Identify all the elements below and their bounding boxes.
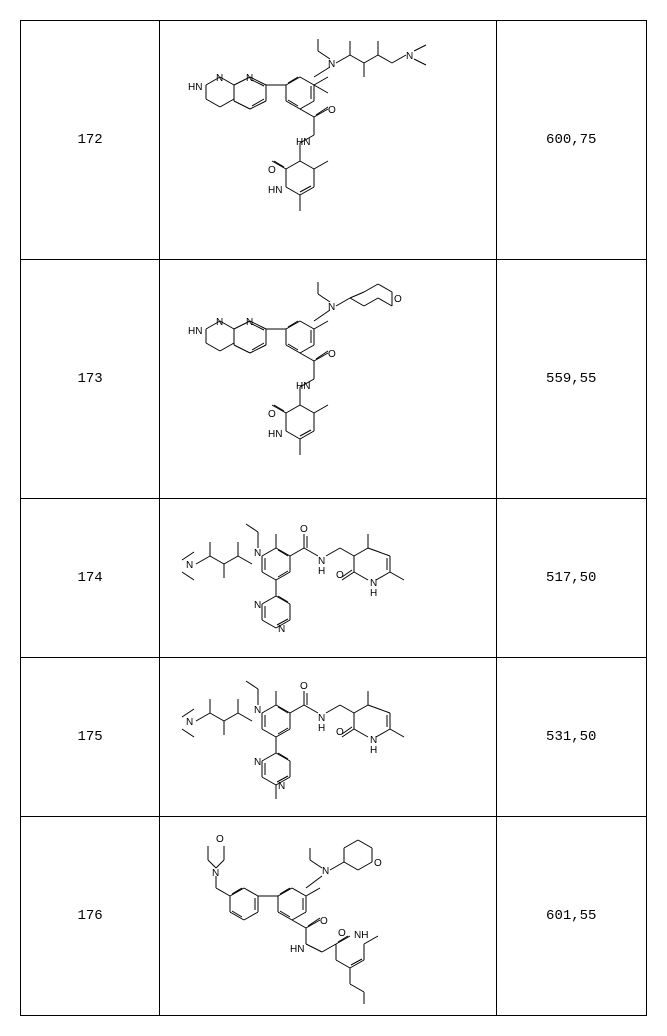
- svg-text:N: N: [186, 717, 193, 728]
- svg-text:N: N: [246, 73, 253, 84]
- svg-text:O: O: [328, 105, 336, 116]
- svg-text:N: N: [216, 317, 223, 328]
- svg-text:N: N: [186, 560, 193, 571]
- svg-text:H: H: [370, 745, 377, 756]
- compound-value: 600,75: [496, 21, 646, 260]
- svg-text:O: O: [374, 858, 382, 869]
- table-row: 173 HN N N: [21, 260, 647, 499]
- svg-text:H: H: [318, 566, 325, 577]
- molecule-icon: N N: [178, 508, 478, 648]
- compound-id: 172: [21, 21, 160, 260]
- svg-text:HN: HN: [268, 429, 282, 440]
- svg-text:O: O: [394, 294, 402, 305]
- svg-text:H: H: [318, 723, 325, 734]
- svg-text:HN: HN: [188, 82, 202, 93]
- svg-text:HN: HN: [290, 944, 304, 955]
- compound-id: 176: [21, 817, 160, 1016]
- svg-text:O: O: [216, 834, 224, 845]
- svg-text:N: N: [254, 600, 261, 611]
- svg-text:O: O: [300, 681, 308, 692]
- compound-value: 559,55: [496, 260, 646, 499]
- svg-text:N: N: [328, 59, 335, 70]
- svg-text:N: N: [246, 317, 253, 328]
- molecule-icon: HN N N: [178, 274, 478, 484]
- table-row: 174 N N: [21, 499, 647, 658]
- structure-cell: HN N N: [160, 260, 496, 499]
- structure-cell: O N: [160, 817, 496, 1016]
- svg-text:N: N: [254, 757, 261, 768]
- compound-id: 174: [21, 499, 160, 658]
- svg-text:N: N: [328, 302, 335, 313]
- table-row: 176 O N: [21, 817, 647, 1016]
- compound-value: 601,55: [496, 817, 646, 1016]
- svg-text:O: O: [328, 349, 336, 360]
- svg-text:N: N: [254, 705, 261, 716]
- compound-value: 531,50: [496, 658, 646, 817]
- svg-text:O: O: [320, 916, 328, 927]
- molecule-icon: HN N N: [178, 35, 478, 245]
- compound-table: 172 HN N N: [20, 20, 647, 1016]
- svg-text:NH: NH: [354, 930, 368, 941]
- molecule-icon: N N: [178, 667, 478, 807]
- table-body: 172 HN N N: [21, 21, 647, 1016]
- table-row: 172 HN N N: [21, 21, 647, 260]
- compound-id: 175: [21, 658, 160, 817]
- svg-text:O: O: [300, 524, 308, 535]
- structure-cell: HN N N: [160, 21, 496, 260]
- svg-text:N: N: [278, 781, 285, 792]
- table-row: 175 N N: [21, 658, 647, 817]
- molecule-icon: O N: [178, 826, 478, 1006]
- svg-text:H: H: [370, 588, 377, 599]
- compound-id: 173: [21, 260, 160, 499]
- compound-value: 517,50: [496, 499, 646, 658]
- svg-text:O: O: [268, 409, 276, 420]
- svg-text:HN: HN: [268, 185, 282, 196]
- svg-text:N: N: [406, 51, 413, 62]
- svg-text:N: N: [254, 548, 261, 559]
- svg-text:N: N: [278, 624, 285, 635]
- svg-text:O: O: [268, 165, 276, 176]
- structure-cell: N N: [160, 658, 496, 817]
- svg-text:HN: HN: [188, 326, 202, 337]
- svg-text:N: N: [322, 866, 329, 877]
- svg-text:N: N: [216, 73, 223, 84]
- structure-cell: N N: [160, 499, 496, 658]
